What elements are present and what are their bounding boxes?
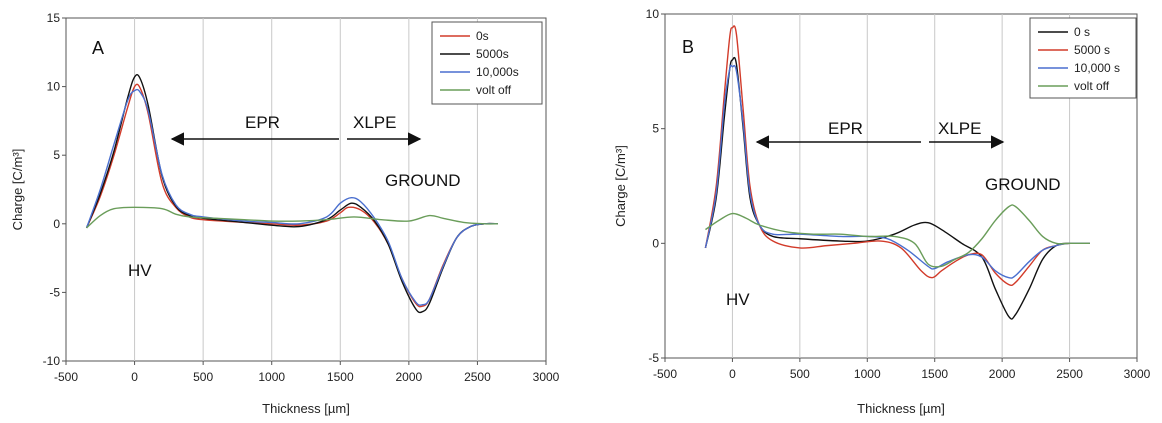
series-line-volt-off xyxy=(705,204,1090,268)
y-tick-label: -5 xyxy=(49,285,60,299)
series-line-10-000s xyxy=(85,88,499,306)
x-tick-label: 500 xyxy=(193,370,213,384)
chart-panel-a: -500 0 500 1000 1500 2000 2500 3000 -10 -5 0 5 10 15 T… xyxy=(10,11,560,416)
y-axis-label: Charge [C/m³] xyxy=(613,145,628,227)
y-tick-label: -5 xyxy=(648,351,659,365)
x-tick-label: 1500 xyxy=(921,367,948,381)
ground-label: GROUND xyxy=(385,171,461,190)
legend-label: 0 s xyxy=(1074,25,1090,39)
y-tick-label: 15 xyxy=(47,11,61,25)
x-tick-label: 1000 xyxy=(258,370,285,384)
legend: 0s 5000s 10,000s volt off xyxy=(431,21,543,105)
legend-label: 5000 s xyxy=(1074,43,1110,57)
y-tick-label: 10 xyxy=(646,7,660,21)
x-tick-label: 2000 xyxy=(989,367,1016,381)
x-tick-label: 1500 xyxy=(327,370,354,384)
x-tick-label: 0 xyxy=(131,370,138,384)
xlpe-label: XLPE xyxy=(353,113,396,132)
panel-label: B xyxy=(682,37,694,57)
epr-label: EPR xyxy=(245,113,280,132)
panel-label: A xyxy=(92,38,104,58)
series-line-0-s xyxy=(704,56,1090,320)
x-tick-label: -500 xyxy=(54,370,78,384)
xlpe-label: XLPE xyxy=(938,119,981,138)
y-tick-label: 5 xyxy=(53,148,60,162)
x-tick-label: 2500 xyxy=(1056,367,1083,381)
x-axis-label: Thickness [µm] xyxy=(262,401,350,416)
x-tick-label: 3000 xyxy=(533,370,560,384)
epr-label: EPR xyxy=(828,119,863,138)
y-tick-label: 10 xyxy=(47,80,61,94)
ground-label: GROUND xyxy=(985,175,1061,194)
hv-label: HV xyxy=(726,290,750,309)
x-tick-label: 2000 xyxy=(396,370,423,384)
legend-label: 0s xyxy=(476,29,489,43)
x-axis-label: Thickness [µm] xyxy=(857,401,945,416)
series-line-10-000-s xyxy=(704,64,1090,279)
y-tick-label: 0 xyxy=(652,236,659,250)
legend-label: 5000s xyxy=(476,47,509,61)
y-tick-label: 0 xyxy=(53,217,60,231)
x-tick-label: -500 xyxy=(653,367,677,381)
x-tick-label: 0 xyxy=(729,367,736,381)
legend: 0 s 5000 s 10,000 s volt off xyxy=(1029,17,1137,99)
hv-label: HV xyxy=(128,261,152,280)
x-tick-label: 2500 xyxy=(464,370,491,384)
series-line-5000-s xyxy=(704,25,1090,287)
legend-label: volt off xyxy=(1074,79,1110,93)
y-tick-label: -10 xyxy=(43,354,61,368)
legend-label: 10,000 s xyxy=(1074,61,1120,75)
legend-label: volt off xyxy=(476,83,512,97)
chart-panel-b: -500 0 500 1000 1500 2000 2500 3000 -5 0 5 10 Thickn… xyxy=(613,7,1151,416)
legend-label: 10,000s xyxy=(476,65,519,79)
x-tick-label: 3000 xyxy=(1124,367,1151,381)
x-tick-label: 1000 xyxy=(854,367,881,381)
series-line-volt-off xyxy=(86,206,499,229)
x-tick-label: 500 xyxy=(790,367,810,381)
y-tick-label: 5 xyxy=(652,122,659,136)
y-axis-label: Charge [C/m³] xyxy=(10,149,25,231)
